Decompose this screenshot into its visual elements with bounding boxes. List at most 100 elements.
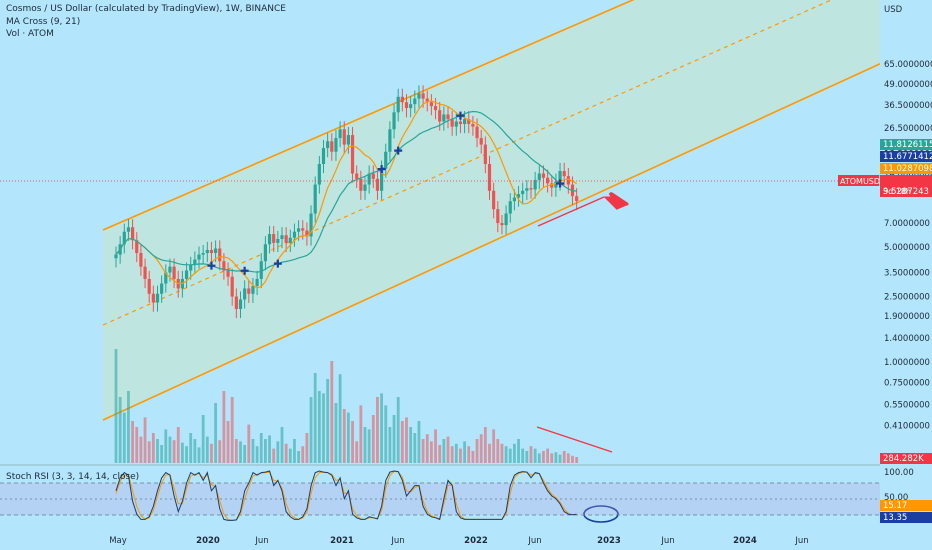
annotations	[536, 191, 629, 523]
candle-body	[496, 209, 500, 224]
volume-bar	[562, 451, 566, 463]
candle-body	[326, 141, 330, 149]
volume-bar	[347, 412, 350, 463]
time-axis[interactable]: May 2020 Jun 2021 Jun 2022 Jun 2023 Jun 2024 Jun	[109, 536, 808, 546]
price-tick-label: 36.5000000	[884, 101, 932, 111]
candle-body	[114, 254, 118, 259]
last-price-tag-bg	[880, 175, 932, 197]
candle-body	[243, 288, 247, 300]
candle-body	[400, 96, 404, 103]
time-tick-label: 2021	[330, 536, 354, 546]
rsi-k-tag-bg	[880, 500, 932, 511]
trend-annotation-line	[537, 196, 605, 227]
candle-body	[155, 293, 160, 303]
currency-label: USD	[884, 5, 903, 15]
volume-bar	[454, 443, 458, 463]
volume-bar	[550, 453, 554, 463]
volume-bar	[247, 424, 251, 463]
volume-bar	[214, 403, 217, 463]
candle-body	[487, 164, 492, 191]
volume-bar	[554, 452, 558, 463]
volume-bar	[251, 439, 255, 463]
volume-trend-annotation-line	[536, 426, 613, 453]
candle-body	[417, 93, 421, 99]
candle-body	[392, 112, 396, 130]
candle-body	[338, 129, 342, 139]
countdown-label: 3d 18h	[883, 187, 911, 196]
volume-bar	[181, 442, 184, 463]
volume-bar	[492, 429, 496, 463]
candle-body	[193, 259, 197, 265]
candle-body	[139, 253, 143, 267]
volume-bar	[218, 440, 222, 463]
rsi-k-tag: 15.17	[883, 501, 907, 511]
candle-body	[189, 264, 193, 271]
candle-body	[458, 121, 463, 125]
candle-body	[201, 253, 205, 255]
price-axis[interactable]: USD 65.0000000 49.0000000 36.5000000 26.5000…	[838, 0, 932, 550]
volume-bar	[330, 361, 334, 463]
volume-title[interactable]: Vol · ATOM	[6, 29, 54, 39]
candle-body	[226, 270, 230, 277]
candle-body	[492, 190, 496, 210]
volume-bar	[517, 439, 520, 463]
volume-bar	[434, 429, 437, 463]
volume-bar	[160, 445, 164, 463]
candle-body	[454, 121, 458, 127]
last-price-tag: 9.5287243	[883, 187, 929, 197]
volume-bar	[384, 405, 388, 463]
candle-body	[533, 179, 537, 190]
candle-body	[143, 266, 147, 279]
candle-body	[388, 129, 392, 152]
candle-body	[384, 151, 388, 169]
time-tick-label: Jun	[390, 536, 404, 546]
ma-21-line	[115, 110, 577, 273]
chart-legend: Cosmos / US Dollar (calculated by Tradin…	[6, 3, 286, 41]
candle-body	[305, 230, 309, 237]
volume-bar	[388, 427, 392, 463]
candle-body	[214, 248, 218, 254]
candle-body	[272, 234, 276, 243]
volume-bar	[529, 446, 533, 463]
volume-bar	[172, 440, 176, 463]
candle-body	[367, 173, 371, 185]
price-tick-label: 1.4000000	[884, 334, 930, 344]
candle-body	[255, 278, 259, 286]
volume-bar	[284, 443, 288, 463]
candle-body	[238, 299, 243, 310]
stoch-rsi-title[interactable]: Stoch RSI (3, 3, 14, 14, close)	[6, 472, 140, 482]
candle-body	[546, 177, 550, 184]
candle-body	[396, 96, 400, 113]
candle-body	[205, 249, 209, 254]
volume-bar	[322, 393, 325, 463]
trend-channel	[102, 0, 932, 421]
ma-cross-title[interactable]: MA Cross (9, 21)	[6, 16, 81, 27]
candle-body	[425, 98, 429, 103]
volume-bar	[442, 439, 446, 463]
time-tick-label: 2020	[196, 536, 220, 546]
symbol-title[interactable]: Cosmos / US Dollar (calculated by Tradin…	[6, 4, 286, 14]
volume-bar	[189, 433, 193, 463]
candle-body	[371, 173, 375, 179]
volume-bar	[185, 446, 188, 463]
candle-body	[521, 190, 525, 195]
candle-body	[251, 285, 255, 294]
candle-body	[263, 244, 267, 262]
candle-body	[355, 173, 359, 179]
volume-bar	[135, 427, 139, 463]
volume-bar	[259, 433, 263, 463]
volume-bar	[471, 451, 475, 463]
volume-bar	[500, 443, 504, 463]
ma-fast-tag: 11.8126115	[883, 140, 932, 150]
ma-slow-tag-bg	[880, 151, 932, 162]
volume-bar	[139, 436, 143, 463]
volume-bar	[533, 448, 537, 463]
candle-body	[184, 270, 189, 279]
volume-bar	[268, 435, 271, 463]
candle-body	[475, 126, 479, 139]
moving-average-lines	[115, 100, 578, 289]
candle-body	[297, 228, 301, 232]
price-upper-tag: 11.0287098	[883, 164, 932, 174]
volume-bar	[413, 433, 417, 463]
